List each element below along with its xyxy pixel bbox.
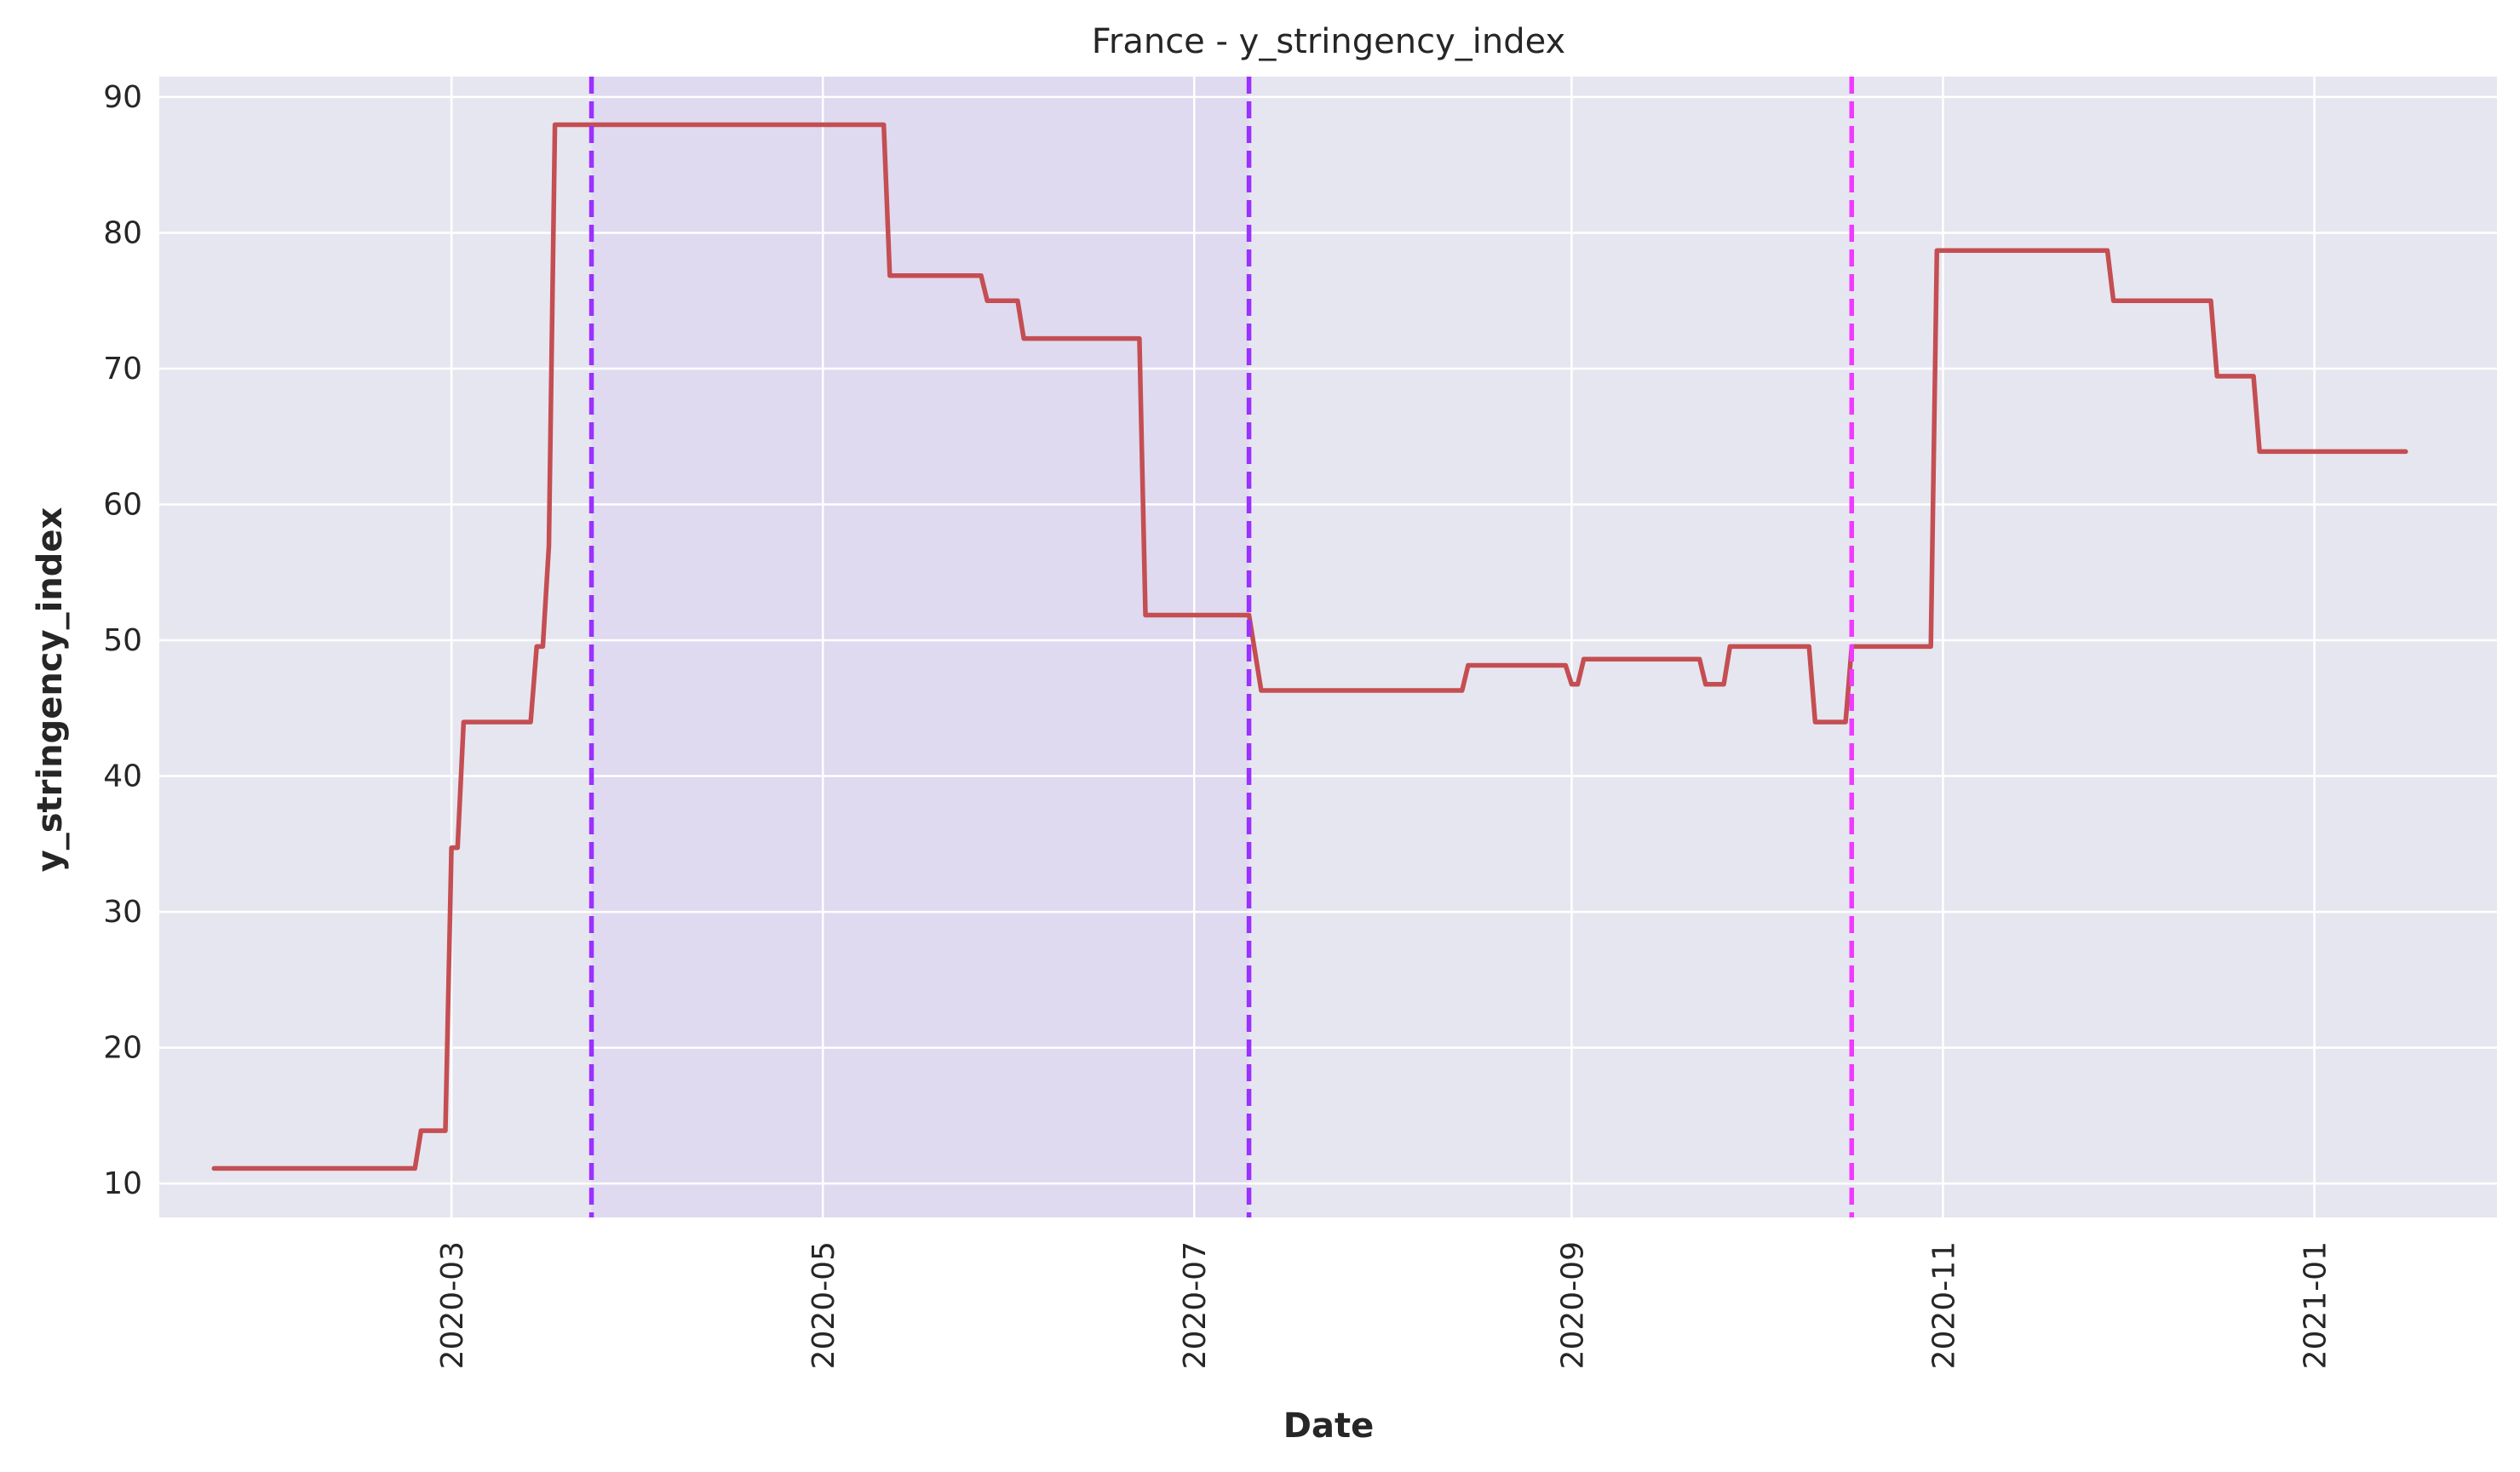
x-tick-label: 2020-05 — [807, 1241, 841, 1369]
shaded-period — [591, 77, 1249, 1217]
shaded-period-layer — [591, 77, 1249, 1217]
y-tick-label: 10 — [103, 1166, 142, 1201]
vline-layer — [588, 77, 1855, 1217]
y-axis-label: y_stringency_index — [31, 507, 70, 872]
series-line — [211, 122, 2408, 1171]
x-tick-label: 2020-03 — [435, 1241, 470, 1369]
y-tick-labels: 10 20 30 40 50 60 70 80 90 — [103, 80, 142, 1201]
series-layer — [211, 122, 2408, 1171]
x-tick-label: 2020-07 — [1178, 1241, 1213, 1369]
x-tick-label: 2020-11 — [1926, 1241, 1961, 1369]
x-tick-labels: 2020-03 2020-05 2020-07 2020-09 2020-11 2021-… — [435, 1241, 2333, 1369]
y-tick-label: 50 — [103, 623, 142, 658]
y-tick-label: 30 — [103, 895, 142, 930]
y-tick-label: 40 — [103, 759, 142, 794]
y-tick-label: 20 — [103, 1031, 142, 1066]
plot-background — [159, 77, 2497, 1217]
x-tick-label: 2021-01 — [2299, 1241, 2333, 1369]
x-axis-label: Date — [1283, 1406, 1374, 1446]
y-tick-label: 70 — [103, 352, 142, 387]
x-tick-label: 2020-09 — [1555, 1241, 1590, 1369]
y-tick-label: 80 — [103, 215, 142, 250]
y-tick-label: 60 — [103, 488, 142, 523]
y-tick-label: 90 — [103, 80, 142, 115]
chart-title: France - y_stringency_index — [1092, 22, 1565, 61]
